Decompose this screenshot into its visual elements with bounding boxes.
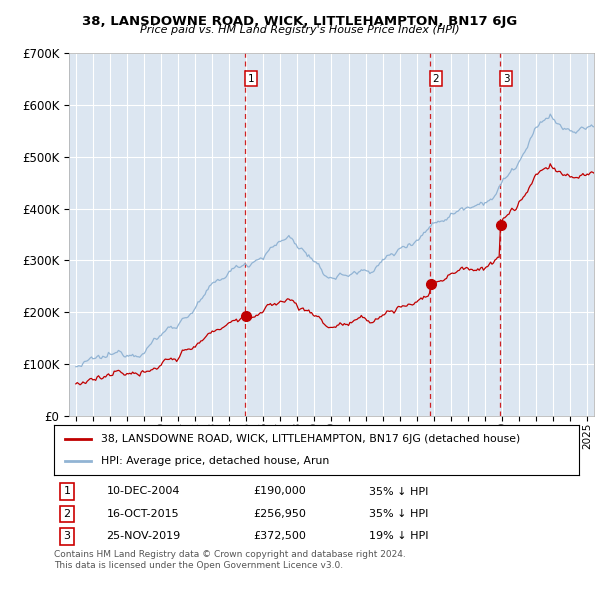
Text: This data is licensed under the Open Government Licence v3.0.: This data is licensed under the Open Gov… xyxy=(54,560,343,569)
Text: HPI: Average price, detached house, Arun: HPI: Average price, detached house, Arun xyxy=(101,457,329,467)
Text: 1: 1 xyxy=(247,74,254,84)
Text: 35% ↓ HPI: 35% ↓ HPI xyxy=(369,487,428,496)
Text: 3: 3 xyxy=(503,74,509,84)
Text: Contains HM Land Registry data © Crown copyright and database right 2024.: Contains HM Land Registry data © Crown c… xyxy=(54,550,406,559)
Text: 16-OCT-2015: 16-OCT-2015 xyxy=(107,509,179,519)
Text: £372,500: £372,500 xyxy=(254,531,307,541)
Text: 38, LANSDOWNE ROAD, WICK, LITTLEHAMPTON, BN17 6JG (detached house): 38, LANSDOWNE ROAD, WICK, LITTLEHAMPTON,… xyxy=(101,434,521,444)
Text: 35% ↓ HPI: 35% ↓ HPI xyxy=(369,509,428,519)
Text: Price paid vs. HM Land Registry's House Price Index (HPI): Price paid vs. HM Land Registry's House … xyxy=(140,25,460,35)
Text: £190,000: £190,000 xyxy=(254,487,306,496)
Text: 1: 1 xyxy=(64,487,71,496)
Text: 10-DEC-2004: 10-DEC-2004 xyxy=(107,487,180,496)
Text: 19% ↓ HPI: 19% ↓ HPI xyxy=(369,531,428,541)
Text: 2: 2 xyxy=(433,74,439,84)
Text: 3: 3 xyxy=(64,531,71,541)
Text: £256,950: £256,950 xyxy=(254,509,307,519)
Text: 2: 2 xyxy=(64,509,71,519)
Text: 38, LANSDOWNE ROAD, WICK, LITTLEHAMPTON, BN17 6JG: 38, LANSDOWNE ROAD, WICK, LITTLEHAMPTON,… xyxy=(82,15,518,28)
Text: 25-NOV-2019: 25-NOV-2019 xyxy=(107,531,181,541)
